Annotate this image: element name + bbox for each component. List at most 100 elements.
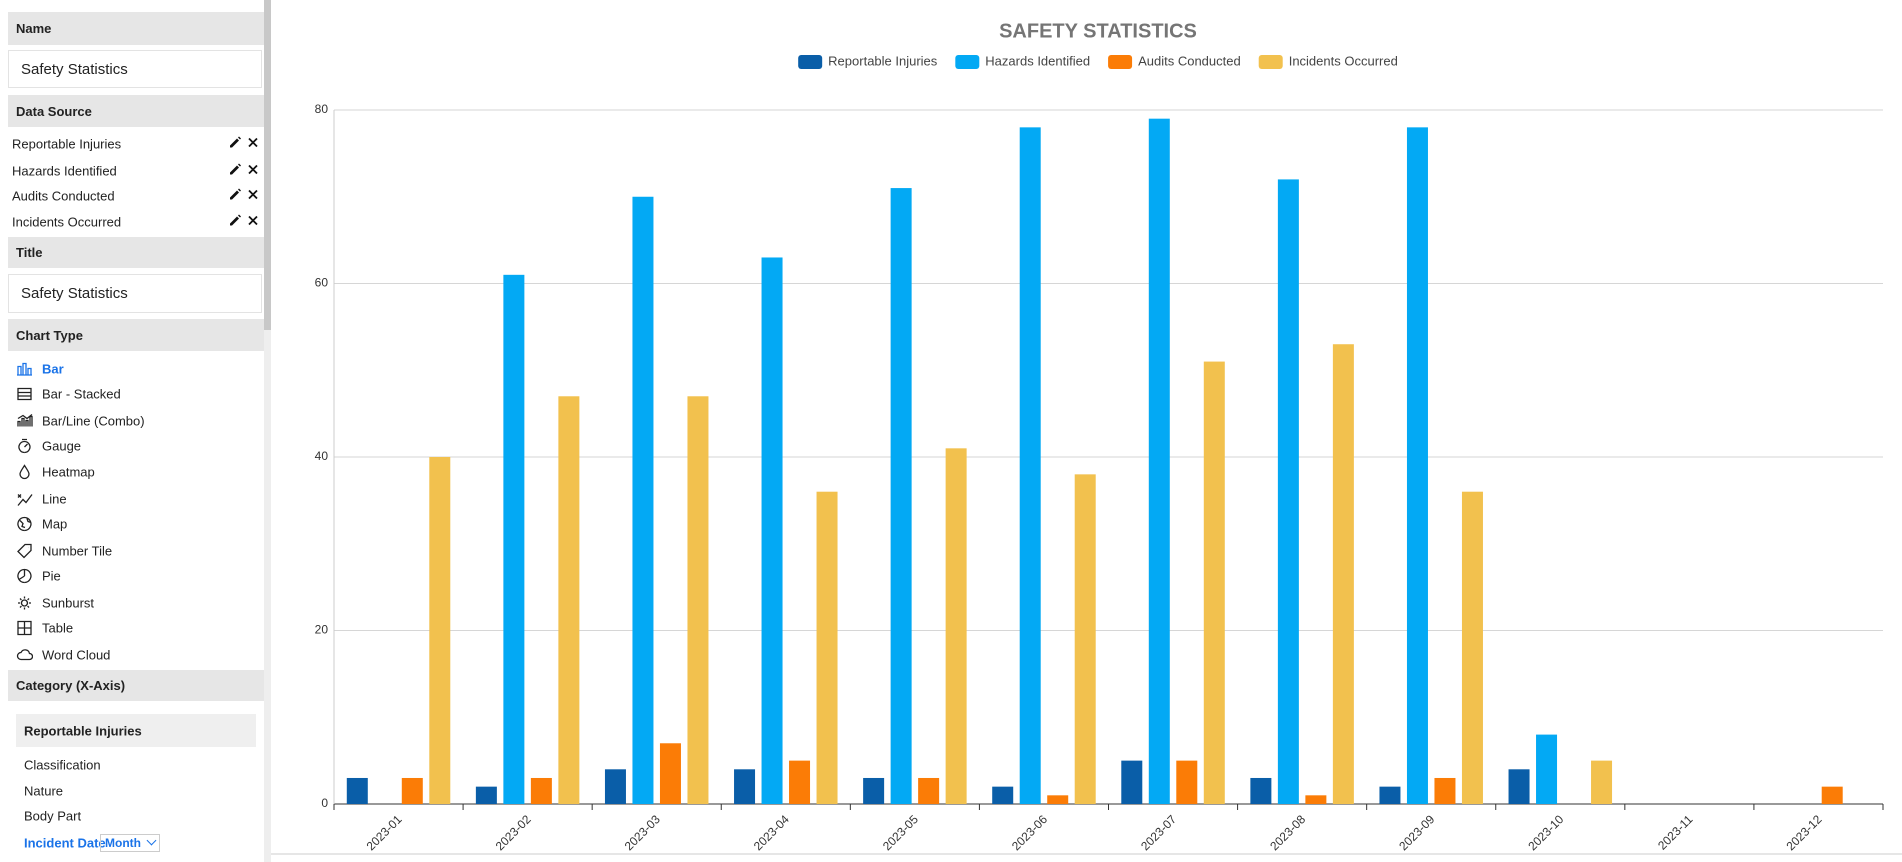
icon [18,438,31,454]
category-field[interactable]: Reportable Injuries [24,723,142,739]
bar [1203,361,1225,804]
bar [475,786,497,804]
bar [1019,127,1041,805]
data-source-item[interactable]: Reportable Injuries [12,136,122,152]
bar [1536,734,1558,804]
bar [1148,118,1170,805]
legend-swatch [955,55,980,69]
edit-remove-icons[interactable] [228,136,262,153]
legend-label: Hazards Identified [985,53,1090,68]
chart-type-icon[interactable] [16,543,33,560]
y-tick-label: 20 [315,623,329,637]
chart-type-icon[interactable] [16,620,33,637]
chart-type-option[interactable]: Pie [42,568,61,584]
bar [1074,474,1096,804]
y-tick-label: 80 [315,102,329,116]
title-input[interactable]: Safety Statistics [8,274,262,313]
section-header: Category (X-Axis) [8,670,264,701]
bar [1332,344,1354,804]
edit-remove-icons[interactable] [228,214,262,231]
bar [1305,795,1327,804]
x-tick-label: 2023-10 [1525,812,1566,853]
section-header: Data Source [8,95,264,127]
bar [401,777,423,804]
bar [863,777,885,804]
icon [18,596,31,610]
data-source-item[interactable]: Audits Conducted [12,188,115,204]
x-tick-label: 2023-11 [1655,812,1696,853]
edit-remove-icons[interactable] [228,163,262,180]
chart-type-option[interactable]: Line [42,491,67,507]
chart-type-icon[interactable] [16,386,33,403]
category-field[interactable]: Incident Date [24,835,106,851]
icons[interactable] [228,163,262,177]
section-header: Name [8,12,264,45]
y-tick-label: 0 [321,796,328,810]
selected-field-box [16,714,256,747]
x-tick-label: 2023-05 [880,812,921,853]
bar [429,457,451,804]
legend-swatch [1108,55,1133,69]
chart-type-option[interactable]: Sunburst [42,595,95,611]
chart-type-icon[interactable] [16,568,33,585]
bar [632,196,654,804]
bar [530,777,552,804]
y-tick-label: 40 [315,449,329,463]
chart-type-icon[interactable] [16,516,33,533]
category-field[interactable]: Classification [24,757,101,773]
name-input[interactable]: Safety Statistics [8,50,262,88]
bar [1591,760,1613,804]
icon [17,568,32,584]
chart-type-icon[interactable] [16,413,33,430]
chart-type-option[interactable]: Gauge [42,438,82,454]
x-tick-label: 2023-07 [1138,812,1179,853]
chart-type-option[interactable]: Number Tile [42,543,113,559]
bar [503,274,525,804]
chart-type-option[interactable]: Bar [42,361,64,377]
category-field[interactable]: Body Part [24,808,82,824]
bar [1379,786,1401,804]
category-field[interactable]: Nature [24,783,64,799]
x-tick-label: 2023-01 [364,812,405,853]
chart-type-icon[interactable] [16,647,34,664]
chart-type-icon[interactable] [16,438,33,455]
bar [346,777,368,804]
bar [761,257,783,805]
chart-type-icon[interactable] [16,595,33,612]
icon [17,387,32,401]
chart-type-option[interactable]: Bar/Line (Combo) [42,413,145,429]
chart-type-option[interactable]: Bar - Stacked [42,386,121,402]
scrollbar[interactable] [264,0,271,862]
chart-type-option[interactable]: Map [42,516,68,532]
y-tick-label: 60 [315,276,329,290]
bar [945,448,967,804]
x-tick-label: 2023-04 [751,812,792,853]
icons[interactable] [228,136,262,150]
bar [1277,179,1299,804]
legend-label: Incidents Occurred [1289,53,1398,68]
chart-type-option[interactable]: Heatmap [42,464,95,480]
date-grouping-select[interactable]: Month [100,834,160,852]
bar [1047,795,1069,804]
x-tick-label: 2023-08 [1267,812,1308,853]
icons[interactable] [228,188,262,202]
data-source-item[interactable]: Hazards Identified [12,163,117,179]
chart-type-icon[interactable] [16,491,33,508]
bar [1121,760,1143,804]
bar [687,396,709,804]
icons[interactable] [228,214,262,228]
chart-type-option[interactable]: Table [42,620,74,636]
icon [17,494,33,506]
x-tick-label: 2023-02 [493,812,534,853]
x-tick-label: 2023-03 [622,812,663,853]
edit-remove-icons[interactable] [228,188,262,205]
chart-type-icon[interactable] [16,464,33,481]
bar [1406,127,1428,805]
chart-type-icon[interactable] [16,361,33,378]
chart-type-option[interactable]: Word Cloud [42,647,111,663]
bar [1250,777,1272,804]
data-source-item[interactable]: Incidents Occurred [12,214,122,230]
sidebar: Name Safety Statistics Data Source Title… [0,0,264,862]
